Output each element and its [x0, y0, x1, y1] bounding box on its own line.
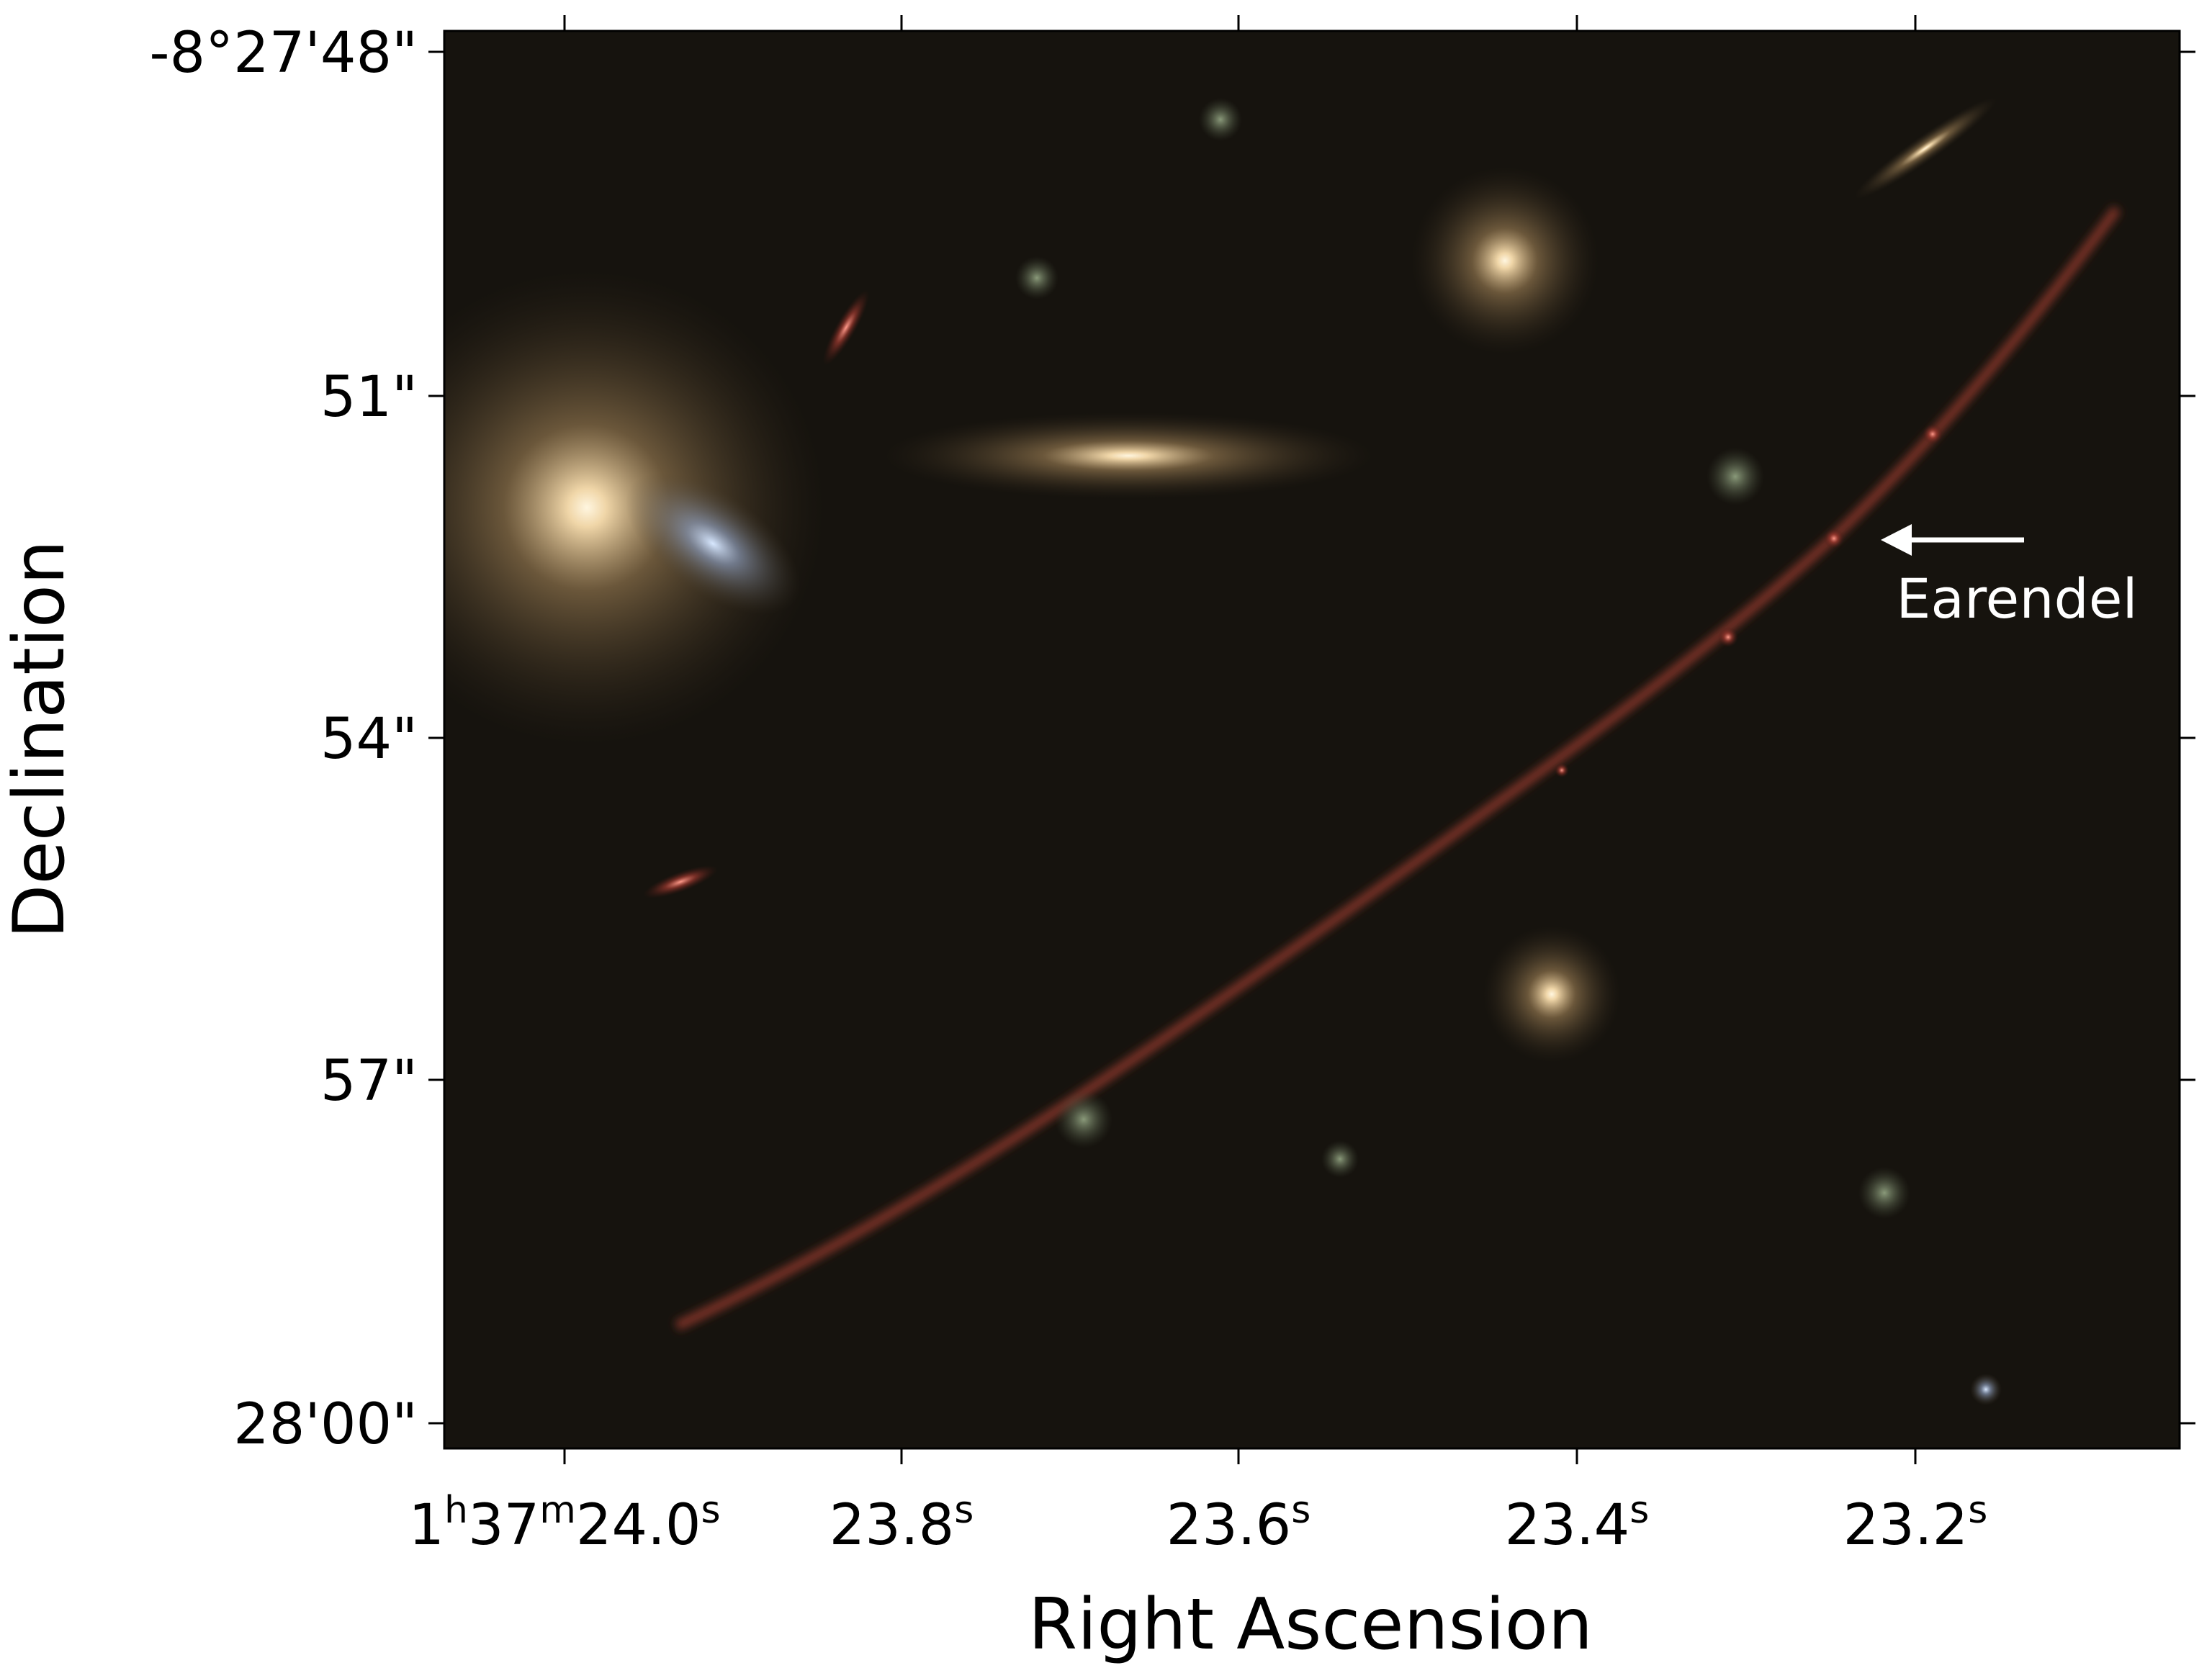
- tick-text: 1: [408, 1493, 444, 1558]
- galaxy: [822, 289, 870, 366]
- tick-text: 23.6: [1166, 1493, 1292, 1558]
- annotation: Earendel: [1896, 567, 2137, 631]
- tick-text: 23.8: [830, 1493, 955, 1558]
- x-tick-label: 23.4s: [1505, 1489, 1650, 1558]
- clump: [1718, 627, 1738, 647]
- tick-text: 24.0: [576, 1493, 701, 1558]
- galaxy: [1321, 1140, 1359, 1178]
- superscript: m: [539, 1489, 576, 1532]
- galaxy: [625, 472, 801, 615]
- galaxy: [1707, 448, 1764, 505]
- superscript: s: [1291, 1489, 1310, 1532]
- galaxy: [1199, 98, 1242, 141]
- plot-frame: [443, 30, 2181, 1450]
- y-tick-label: 28'00": [233, 1392, 418, 1457]
- galaxy: [884, 413, 1373, 499]
- tick-text: 37: [468, 1493, 539, 1558]
- x-tick-label: 1h37m24.0s: [408, 1489, 720, 1558]
- galaxy: [1483, 926, 1620, 1063]
- galaxy: [444, 270, 824, 745]
- clump: [1555, 763, 1569, 777]
- x-axis-label: Right Ascension: [1028, 1584, 1593, 1666]
- superscript: s: [701, 1489, 721, 1532]
- sky-image: [444, 31, 2180, 1448]
- x-tick-label: 23.2s: [1843, 1489, 1988, 1558]
- x-tick-label: 23.8s: [830, 1489, 974, 1558]
- superscript: h: [444, 1489, 468, 1532]
- star: [1970, 1374, 2002, 1405]
- y-axis-label: Declination: [0, 540, 81, 939]
- tick-text: 23.4: [1505, 1493, 1630, 1558]
- superscript: s: [1968, 1489, 1987, 1532]
- y-tick-label: 57": [320, 1049, 418, 1114]
- y-tick-label: 51": [320, 365, 418, 430]
- galaxy: [1411, 167, 1599, 354]
- superscript: s: [1629, 1489, 1649, 1532]
- y-tick-label: 54": [320, 707, 418, 772]
- x-tick-label: 23.6s: [1166, 1489, 1311, 1558]
- galaxy: [1858, 1167, 1910, 1219]
- galaxy: [1854, 97, 1997, 199]
- galaxy: [643, 865, 718, 898]
- galaxy: [1015, 256, 1058, 299]
- clump: [1923, 424, 1943, 444]
- star: [1824, 528, 1844, 549]
- tick-text: 23.2: [1843, 1493, 1969, 1558]
- galaxy: [1055, 1091, 1112, 1148]
- background: [444, 31, 2180, 1448]
- y-tick-label: -8°27'48": [149, 21, 418, 86]
- lensed-arc: [675, 205, 2121, 1331]
- arrow-head: [1881, 524, 1912, 556]
- superscript: s: [954, 1489, 974, 1532]
